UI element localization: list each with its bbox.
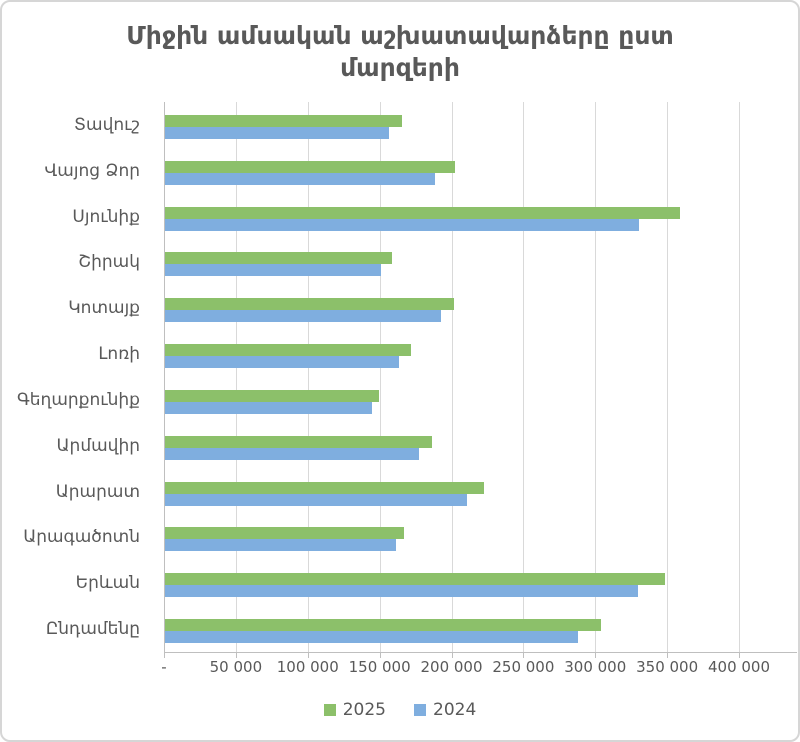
category-label: Արագածոտն xyxy=(23,527,140,548)
legend-item: 2025 xyxy=(323,700,386,720)
chart-title: Միջին ամսական աշխատավարձերը ըստ մարզերի xyxy=(126,21,674,82)
gridline xyxy=(523,102,525,652)
x-tick-label: 400 000 xyxy=(707,658,771,676)
axis-tick-mark xyxy=(595,653,597,658)
bar-2024 xyxy=(165,447,420,460)
category-label: Վայոց Ձոր xyxy=(44,160,141,181)
bar-2024 xyxy=(165,585,638,598)
x-tick-label: - xyxy=(161,658,167,676)
bar-2025 xyxy=(165,298,454,311)
bar-2025 xyxy=(165,481,485,494)
bar-2025 xyxy=(165,389,380,402)
bar-2024 xyxy=(165,172,436,185)
gridline xyxy=(451,102,453,652)
bar-2025 xyxy=(165,344,411,357)
axis-tick-mark xyxy=(379,653,381,658)
x-tick-label: 150 000 xyxy=(348,658,411,676)
gridline xyxy=(667,102,669,652)
bar-2025 xyxy=(165,114,403,127)
axis-tick-mark xyxy=(235,653,237,658)
legend-label: 2025 xyxy=(342,700,386,720)
category-label: Երևան xyxy=(75,573,140,594)
value-axis-line xyxy=(164,102,165,652)
bar-2024 xyxy=(165,631,578,644)
x-tick-label: 350 000 xyxy=(636,658,699,676)
bar-2025 xyxy=(165,252,393,265)
bar-2025 xyxy=(165,573,666,586)
legend-swatch-icon xyxy=(323,704,336,716)
category-label: Շիրակ xyxy=(78,252,140,273)
category-label: Տավուշ xyxy=(74,114,140,135)
gridline xyxy=(739,102,740,652)
bar-2025 xyxy=(165,527,404,540)
x-axis: - 50 000 100 000 150 000 200 000 250 000 300 0… xyxy=(161,658,797,680)
x-tick-label: 100 000 xyxy=(276,658,339,676)
category-label: Ընդամենը xyxy=(45,619,140,640)
bar-2024 xyxy=(165,539,397,552)
category-label: Սյունիք xyxy=(72,206,140,227)
gridline xyxy=(307,102,309,652)
axis-tick-mark xyxy=(523,653,525,658)
axis-tick-mark xyxy=(451,653,453,658)
axis-tick-mark xyxy=(667,653,669,658)
x-tick-label: 250 000 xyxy=(492,658,555,676)
category-label: Արարատ xyxy=(55,481,140,502)
category-label: Արմավիր xyxy=(56,435,140,456)
legend-label: 2024 xyxy=(433,700,477,720)
bar-2024 xyxy=(165,493,467,506)
x-tick-label: 200 000 xyxy=(420,658,483,676)
axis-tick-mark xyxy=(164,653,165,658)
gridline xyxy=(379,102,381,652)
bar-2024 xyxy=(165,310,441,323)
x-tick-label: 300 000 xyxy=(564,658,627,676)
bar-2025 xyxy=(165,160,456,173)
bar-2025 xyxy=(165,206,680,219)
legend-swatch-icon xyxy=(414,704,426,716)
gridline xyxy=(235,102,237,652)
bar-2024 xyxy=(165,356,400,369)
category-label: Գեղարքունիք xyxy=(16,389,140,410)
category-label: Կոտայք xyxy=(68,298,140,319)
legend: 2025 2024 xyxy=(2,700,798,720)
gridline xyxy=(595,102,597,652)
legend-item: 2024 xyxy=(414,700,476,720)
category-axis: Տավուշ Վայոց Ձոր Սյունիք Շիրակ Կոտայք Լոռի Գեղ… xyxy=(2,102,152,652)
bar-2025 xyxy=(165,619,601,632)
plot-area xyxy=(164,102,797,658)
x-tick-label: 50 000 xyxy=(209,658,263,676)
bar-2024 xyxy=(165,264,381,277)
bar-2024 xyxy=(165,218,640,231)
bar-2024 xyxy=(165,401,372,414)
category-label: Լոռի xyxy=(98,344,140,365)
axis-tick-mark xyxy=(739,653,740,658)
axis-tick-mark xyxy=(307,653,309,658)
bar-2025 xyxy=(165,435,433,448)
bar-2024 xyxy=(165,126,390,139)
